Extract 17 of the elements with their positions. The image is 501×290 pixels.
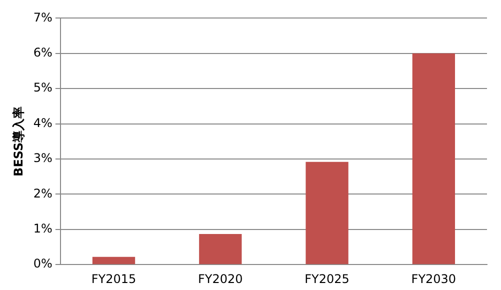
x-tick-label: FY2015 <box>91 272 136 286</box>
y-tick-label: 2% <box>33 186 52 200</box>
y-tick-label: 7% <box>33 10 52 24</box>
y-axis-title: BESS導入率 <box>11 106 26 176</box>
bar <box>92 256 136 264</box>
y-tick-label: 6% <box>33 46 52 60</box>
y-tick-label: 4% <box>33 116 52 130</box>
x-tick-label: FY2025 <box>304 272 350 286</box>
y-tick-label: 5% <box>33 80 52 95</box>
bar <box>199 234 242 264</box>
x-tick-label: FY2030 <box>411 272 456 286</box>
bar <box>306 162 348 264</box>
y-tick-label: 1% <box>33 222 52 236</box>
bar <box>412 53 456 264</box>
y-tick-label: 3% <box>33 151 52 166</box>
x-tick-label: FY2020 <box>198 272 243 286</box>
y-tick-label: 0% <box>33 256 52 271</box>
